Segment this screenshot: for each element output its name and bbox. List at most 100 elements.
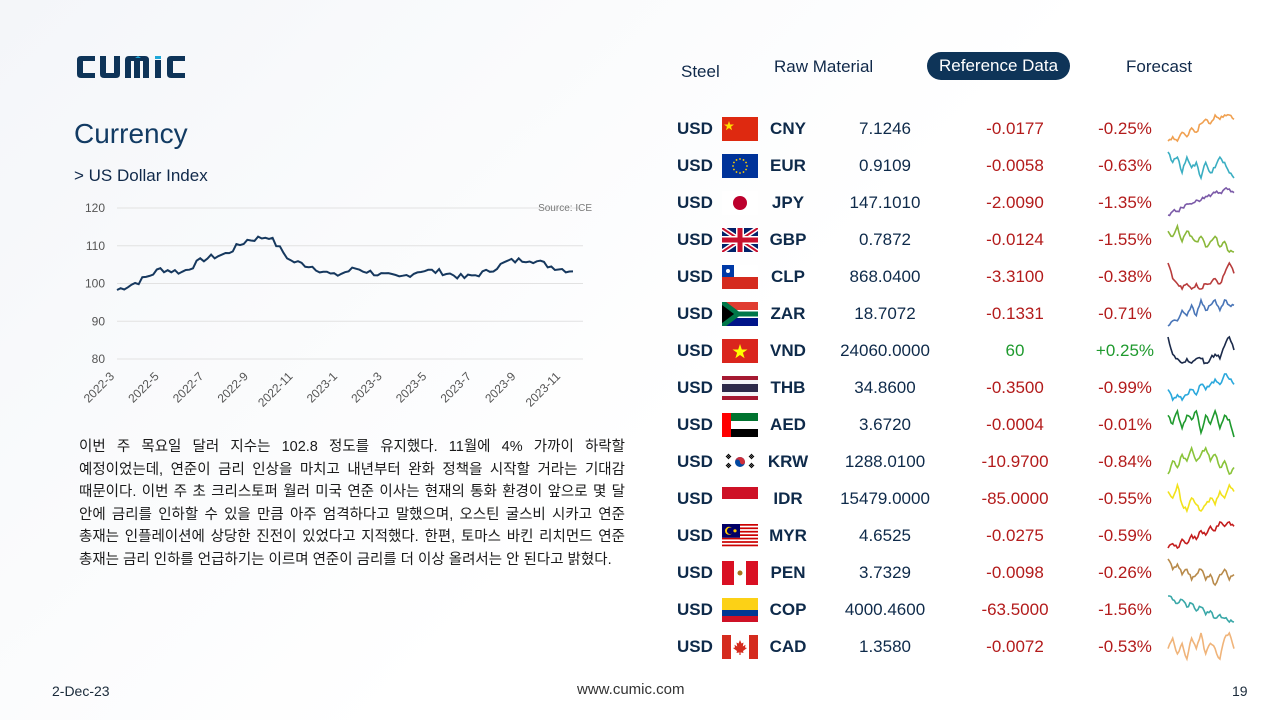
sparkline-chart — [1165, 445, 1237, 477]
exchange-rate: 18.7072 — [854, 304, 916, 323]
currency-row-jpy: USD JPY 147.1010 -2.0090 -1.35% — [670, 184, 1250, 221]
sparkline-chart — [1165, 519, 1237, 551]
sparkline-chart — [1165, 556, 1237, 588]
ca-flag — [722, 635, 758, 659]
my-flag — [722, 524, 758, 548]
rate-change-percent: -1.55% — [1098, 230, 1152, 249]
rate-change: -63.5000 — [981, 600, 1049, 619]
sparkline-path — [1167, 261, 1235, 291]
sparkline-chart — [1165, 149, 1237, 181]
chart-x-ticks: 2022-3 2022-5 2022-7 2022-9 2022-11 2023-1 202… — [81, 369, 564, 410]
x-tick-label: 2022-5 — [125, 369, 162, 406]
commentary-paragraph: 이번 주 목요일 달러 지수는 102.8 정도를 유지했다. 11월에 4% … — [79, 439, 625, 568]
currency-row-cop: USD COP 4000.4600 -63.5000 -1.56% — [670, 591, 1250, 628]
currency-row-aed: USD AED 3.6720 -0.0004 -0.01% — [670, 406, 1250, 443]
sparkline-path — [1167, 445, 1235, 476]
sparkline-path — [1167, 335, 1235, 365]
cumic-logo — [77, 56, 185, 78]
base-currency: USD — [677, 600, 713, 619]
currency-code: CLP — [771, 267, 805, 286]
exchange-rate: 1.3580 — [859, 637, 911, 656]
footer-url[interactable]: www.cumic.com — [577, 681, 685, 698]
exchange-rate: 3.6720 — [859, 415, 911, 434]
currency-row-pen: USD PEN 3.7329 -0.0098 -0.26% — [670, 554, 1250, 591]
exchange-rate: 868.0400 — [849, 267, 921, 286]
exchange-rate: 15479.0000 — [840, 489, 930, 508]
tab-forecast[interactable]: Forecast — [1126, 57, 1193, 76]
exchange-rate: 24060.0000 — [840, 341, 930, 360]
gb-flag — [722, 228, 758, 252]
currency-row-cad: USD CAD 1.3580 -0.0072 -0.53% — [670, 628, 1250, 665]
x-tick-label: 2023-1 — [304, 369, 341, 406]
rate-change: -10.9700 — [981, 452, 1049, 471]
tab-raw-material[interactable]: Raw Material — [774, 57, 874, 76]
th-flag — [722, 376, 758, 400]
rate-change-percent: -0.71% — [1098, 304, 1152, 323]
sparkline-chart — [1165, 112, 1237, 144]
currency-row-zar: USD ZAR 18.7072 -0.1331 -0.71% — [670, 295, 1250, 332]
sparkline-path — [1167, 223, 1235, 254]
x-tick-label: 2023-9 — [482, 369, 519, 406]
sparkline-path — [1167, 151, 1235, 181]
rate-change: -0.1331 — [986, 304, 1044, 323]
cl-flag — [722, 265, 758, 289]
sparkline-path — [1168, 595, 1235, 624]
base-currency: USD — [677, 193, 713, 212]
sparkline-path — [1167, 186, 1235, 217]
base-currency: USD — [677, 230, 713, 249]
exchange-rate: 0.9109 — [859, 156, 911, 175]
x-tick-label: 2022-3 — [81, 369, 118, 406]
base-currency: USD — [677, 489, 713, 508]
rate-change-percent: -0.55% — [1098, 489, 1152, 508]
currency-table: USD CNY 7.1246 -0.0177 -0.25% USD EUR 0.9109 -0.… — [670, 110, 1250, 665]
base-currency: USD — [677, 341, 713, 360]
exchange-rate: 34.8600 — [854, 378, 916, 397]
vn-flag — [722, 339, 758, 363]
sparkline-path — [1167, 631, 1235, 662]
currency-row-gbp: USD GBP 0.7872 -0.0124 -1.55% — [670, 221, 1250, 258]
sparkline-path — [1167, 373, 1235, 402]
x-tick-label: 2022-7 — [170, 369, 207, 406]
cn-flag — [722, 117, 758, 141]
rate-change: -0.0058 — [986, 156, 1044, 175]
currency-row-thb: USD THB 34.8600 -0.3500 -0.99% — [670, 369, 1250, 406]
currency-code: CNY — [770, 119, 806, 138]
pe-flag — [722, 561, 758, 585]
exchange-rate: 1288.0100 — [844, 452, 926, 471]
tab-steel[interactable]: Steel — [681, 62, 720, 81]
base-currency: USD — [677, 526, 713, 545]
exchange-rate: 3.7329 — [859, 563, 911, 582]
x-tick-label: 2023-7 — [438, 369, 475, 406]
sparkline-chart — [1165, 593, 1237, 625]
currency-code: CAD — [769, 637, 807, 656]
currency-code: PEN — [770, 563, 806, 582]
base-currency: USD — [677, 156, 713, 175]
sparkline-chart — [1165, 186, 1237, 218]
x-tick-label: 2022-11 — [255, 369, 296, 410]
ae-flag — [722, 413, 758, 437]
currency-row-krw: USD KRW 1288.0100 -10.9700 -0.84% — [670, 443, 1250, 480]
kr-flag — [722, 450, 758, 474]
rate-change: -3.3100 — [986, 267, 1044, 286]
currency-code: ZAR — [770, 304, 806, 323]
base-currency: USD — [677, 304, 713, 323]
chart-source: Source: ICE — [538, 203, 592, 214]
sparkline-path — [1167, 558, 1235, 587]
chart-subtitle: > US Dollar Index — [74, 166, 208, 185]
co-flag — [722, 598, 758, 622]
rate-change-percent: -0.38% — [1098, 267, 1152, 286]
sparkline-chart — [1165, 630, 1237, 662]
sparkline-chart — [1165, 297, 1237, 329]
sparkline-chart — [1165, 223, 1237, 255]
y-tick-label: 80 — [92, 352, 106, 366]
base-currency: USD — [677, 119, 713, 138]
rate-change-percent: -0.01% — [1098, 415, 1152, 434]
currency-code: VND — [770, 341, 806, 360]
sparkline-path — [1167, 482, 1235, 514]
rate-change-percent: +0.25% — [1095, 341, 1155, 360]
rate-change: -0.0275 — [986, 526, 1044, 545]
base-currency: USD — [677, 563, 713, 582]
footer-date: 2-Dec-23 — [52, 683, 110, 699]
tab-reference-data[interactable]: Reference Data — [927, 52, 1071, 80]
